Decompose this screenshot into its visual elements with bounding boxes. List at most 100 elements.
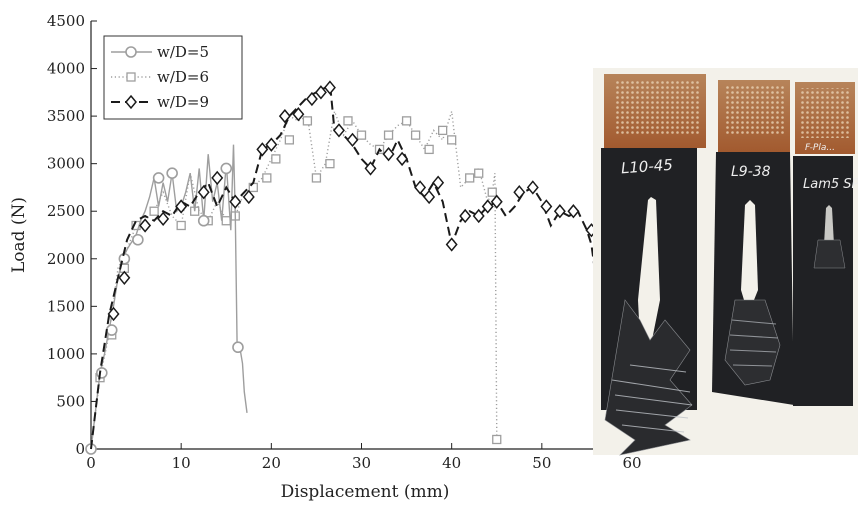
series-3-point (107, 306, 120, 322)
series-3-point (256, 142, 269, 157)
series-2-point (262, 173, 272, 183)
series-1-point (166, 167, 178, 179)
legend-entry-1: w/D=5 (111, 43, 209, 61)
specimen-1-slot (638, 197, 660, 340)
y-axis-label: Load (N) (9, 197, 29, 273)
specimen-2-label: L9-38 (731, 164, 771, 180)
series-1-point (105, 324, 118, 336)
series-3-point (197, 185, 210, 200)
series-3-point (139, 218, 152, 233)
series-2-point (401, 116, 412, 126)
legend: w/D=5 w/D=6 w/D=9 (103, 35, 243, 120)
series-2-point (383, 130, 394, 140)
legend-items: w/D=5 w/D=6 w/D=9 (111, 43, 209, 111)
series-3-point (118, 270, 131, 285)
y-tick-label: 3000 (47, 155, 85, 173)
series-2-point (311, 173, 322, 183)
series-3-point (445, 237, 458, 252)
series-2-point (410, 130, 421, 140)
specimen-3: F-Pla... Lam5 SP1 (793, 82, 858, 406)
y-tick-label: 1000 (47, 345, 85, 363)
series-3-point (278, 108, 291, 124)
series-1-point (220, 162, 233, 175)
series-3-point (323, 80, 336, 95)
series-3-point (382, 146, 395, 162)
legend-marker (125, 46, 137, 58)
specimen-photo: L10-45 L9-38 F-Pla... Lam5 SP1 (593, 68, 858, 456)
x-tick-label: 20 (262, 454, 281, 472)
legend-label: w/D=9 (157, 93, 209, 111)
series-3-point (459, 208, 472, 224)
legend-entry-2: w/D=6 (111, 68, 209, 86)
specimen-3-body (793, 156, 853, 406)
series-3-point (396, 151, 409, 167)
series-3 (90, 80, 611, 450)
specimen-3-perforation (800, 88, 850, 138)
specimen-2-perforation (726, 86, 784, 136)
x-tick-label: 50 (532, 454, 551, 472)
y-tick-label: 2500 (47, 202, 85, 220)
series-3-point (553, 204, 566, 219)
series-1-point (152, 172, 165, 184)
specimen-1-perforation (614, 80, 699, 135)
series-3-point (414, 180, 427, 195)
legend-label: w/D=5 (157, 43, 209, 61)
series-2-point (465, 173, 475, 183)
y-tick-label: 1500 (47, 297, 85, 315)
series-2-point (325, 159, 335, 169)
series-3-point (472, 208, 485, 224)
series-2-point (437, 125, 448, 136)
legend-marker (126, 72, 136, 82)
x-tick-label: 0 (86, 454, 96, 472)
series-1-point (132, 233, 144, 246)
series-3-point (292, 107, 305, 122)
series-1-point (96, 367, 108, 379)
series-3-point (513, 185, 526, 200)
series-2-point (474, 168, 484, 178)
specimen-2: L9-38 (712, 80, 794, 405)
x-tick-label: 30 (352, 454, 371, 472)
series-2-point (343, 116, 353, 126)
y-tick-label: 4000 (47, 60, 85, 78)
legend-marker (125, 94, 137, 110)
specimen-1: L10-45 (601, 74, 706, 456)
series-3-point (490, 194, 503, 209)
series-3-point (432, 175, 445, 190)
x-tick-label: 40 (442, 454, 461, 472)
legend-label: w/D=6 (157, 68, 209, 86)
series-3-line (90, 80, 606, 450)
x-tick-label: 60 (622, 454, 641, 472)
series-2-point (356, 130, 367, 140)
series-3-point (314, 85, 327, 100)
series-2-line (90, 108, 498, 450)
series-3-point (332, 123, 345, 138)
specimen-1-label: L10-45 (620, 156, 673, 178)
y-ticks: 0 500 1000 1500 2000 2500 3000 3500 4000 4500 (47, 12, 97, 458)
series-2-point (492, 434, 502, 445)
series-3-point (423, 189, 436, 205)
series-3-point (305, 91, 318, 107)
series-3-point (211, 170, 224, 186)
specimen-3-label: Lam5 SP1 (803, 177, 858, 192)
series-2-point (176, 220, 186, 231)
specimen-3-stamp: F-Pla... (805, 143, 835, 153)
series-3-point (481, 199, 494, 214)
series-2-point (149, 206, 159, 216)
x-ticks: 0 10 20 30 40 50 60 (86, 443, 642, 472)
series-2-point (284, 135, 295, 145)
specimen-2-damage (724, 299, 781, 386)
series-2-point (487, 187, 497, 197)
series-3-point (175, 199, 188, 214)
series-2 (90, 108, 502, 450)
series-2-point (221, 216, 231, 226)
series-2-point (302, 116, 313, 126)
series-3-point (526, 180, 539, 195)
series-3-point (567, 204, 580, 219)
specimen-2-slot (741, 200, 758, 300)
series-1-point (232, 341, 244, 354)
series-2-point (271, 154, 281, 164)
series-2-point (447, 135, 457, 145)
specimen-3-slot (824, 205, 834, 245)
series-2-point (424, 144, 434, 155)
